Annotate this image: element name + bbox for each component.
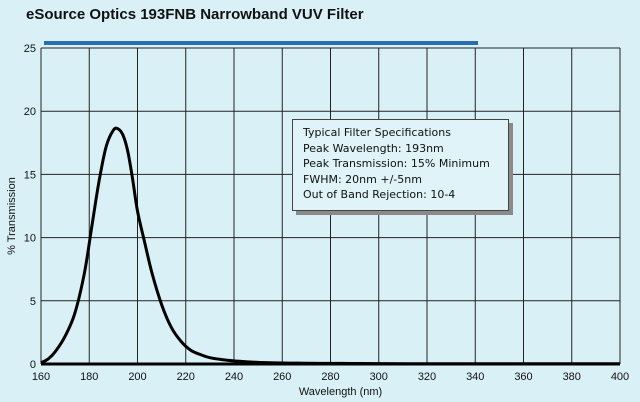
x-tick-label: 360 [514,371,532,383]
x-tick-label: 380 [563,371,581,383]
y-tick-label: 20 [24,106,36,118]
spec-peak-transmission: Peak Transmission: 15% Minimum [303,157,490,170]
x-tick-label: 340 [466,371,484,383]
y-tick-label: 10 [24,233,36,245]
x-tick-label: 200 [128,371,146,383]
specifications-box: Typical Filter Specifications Peak Wavel… [292,119,509,211]
x-tick-label: 240 [225,371,243,383]
x-tick-label: 160 [32,371,50,383]
title-accent-bar [44,41,478,45]
specs-heading: Typical Filter Specifications [303,126,451,139]
x-tick-label: 180 [80,371,98,383]
x-tick-label: 400 [611,371,629,383]
y-tick-label: 0 [30,359,36,371]
y-axis-label: % Transmission [6,177,18,255]
y-tick-label: 15 [24,169,36,181]
spec-out-of-band-rejection: Out of Band Rejection: 10-4 [303,188,456,201]
spec-peak-wavelength: Peak Wavelength: 193nm [303,141,444,155]
x-tick-label: 220 [177,371,195,383]
x-tick-label: 280 [321,371,339,383]
x-tick-label: 320 [418,371,436,383]
x-tick-labels: 160 180 200 220 240 260 280 300 320 340 360 380 400 [32,371,629,383]
chart-title: eSource Optics 193FNB Narrowband VUV Fil… [26,6,364,23]
y-tick-labels: 0 5 10 15 20 25 [24,43,36,371]
x-tick-label: 300 [370,371,388,383]
x-tick-label: 260 [273,371,291,383]
grid-lines [40,47,621,365]
y-tick-label: 5 [30,296,36,308]
spec-fwhm: FWHM: 20nm +/-5nm [303,172,422,186]
x-axis-label: Wavelength (nm) [299,386,382,398]
y-tick-label: 25 [24,43,36,55]
